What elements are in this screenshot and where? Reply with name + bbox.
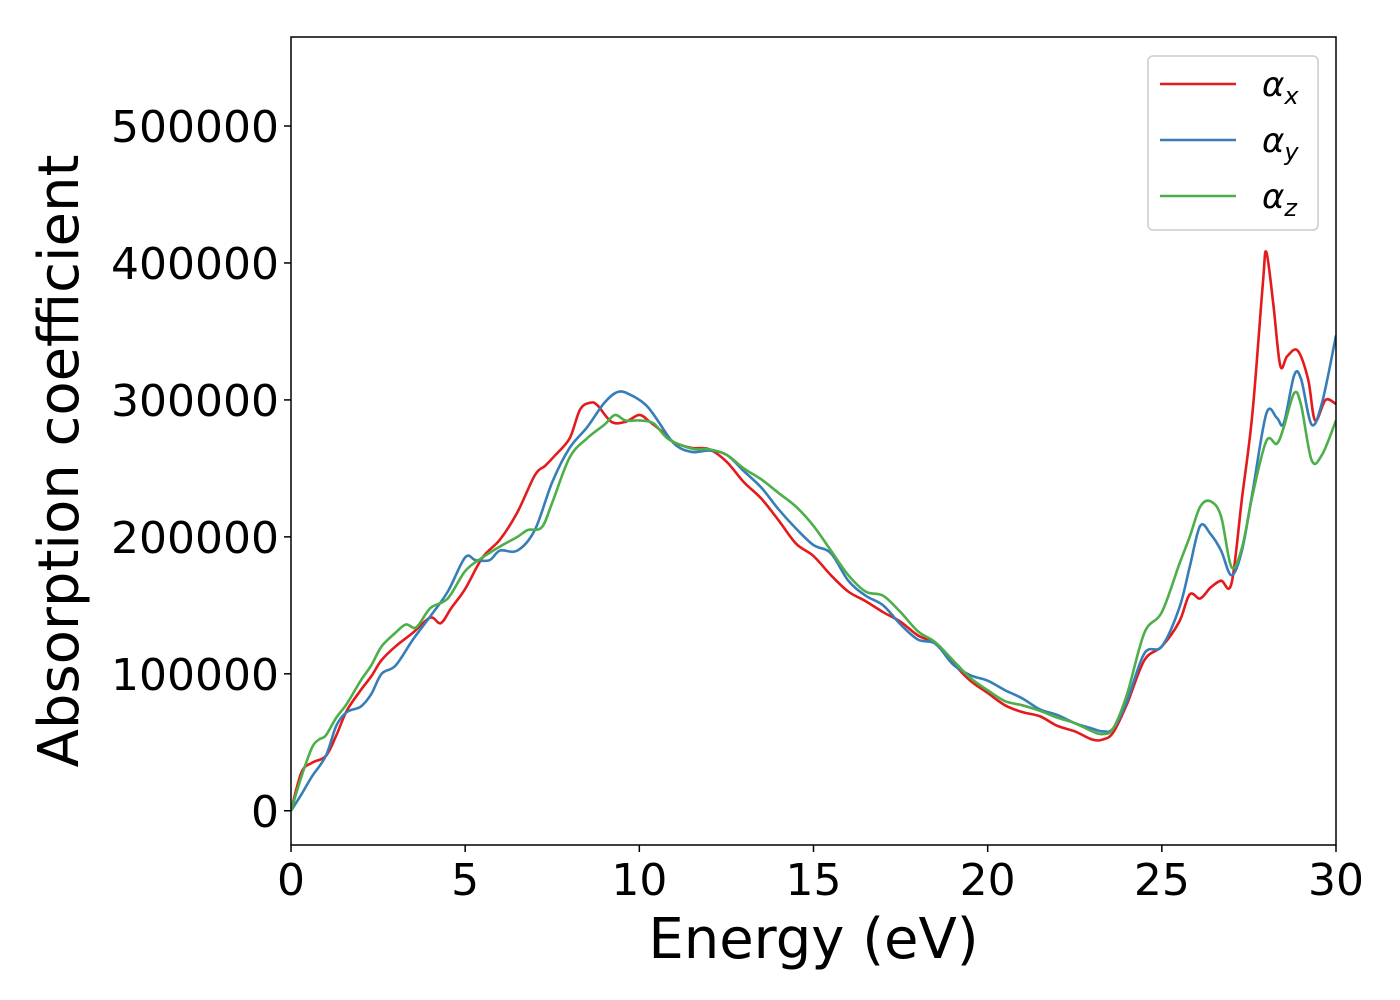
legend-label: αx — [1262, 65, 1299, 110]
x-tick-label: 10 — [611, 855, 667, 906]
series-line-z — [291, 390, 1336, 812]
legend-label: αz — [1262, 177, 1298, 222]
legend-item-z: αz — [1160, 177, 1298, 222]
x-tick-label: 25 — [1134, 855, 1190, 906]
x-tick-label: 0 — [277, 855, 305, 906]
legend-item-x: αx — [1160, 65, 1299, 110]
x-tick-label: 20 — [960, 855, 1016, 906]
y-tick-label: 300000 — [111, 376, 279, 427]
legend-label: αy — [1262, 121, 1299, 166]
y-tick-label: 200000 — [111, 513, 279, 564]
y-tick-label: 100000 — [111, 650, 279, 701]
x-tick-label: 30 — [1308, 855, 1364, 906]
y-axis: 0 100000 200000 300000 400000 500000 — [111, 102, 291, 838]
legend-box — [1147, 55, 1319, 231]
series-line-x — [291, 249, 1336, 812]
x-tick-label: 5 — [451, 855, 479, 906]
y-axis-title: Absorption coefficient — [27, 155, 92, 768]
legend-item-y: αy — [1160, 121, 1299, 166]
legend: αx αy αz — [1147, 55, 1319, 231]
y-tick-label: 0 — [251, 787, 279, 838]
y-tick-label: 500000 — [111, 102, 279, 153]
x-tick-label: 15 — [786, 855, 842, 906]
series-line-y — [291, 335, 1336, 812]
series-layer — [291, 249, 1336, 812]
x-axis-title: Energy (eV) — [648, 907, 978, 972]
x-axis: 0 5 10 15 20 25 30 — [277, 845, 1364, 906]
y-tick-label: 400000 — [111, 239, 279, 290]
